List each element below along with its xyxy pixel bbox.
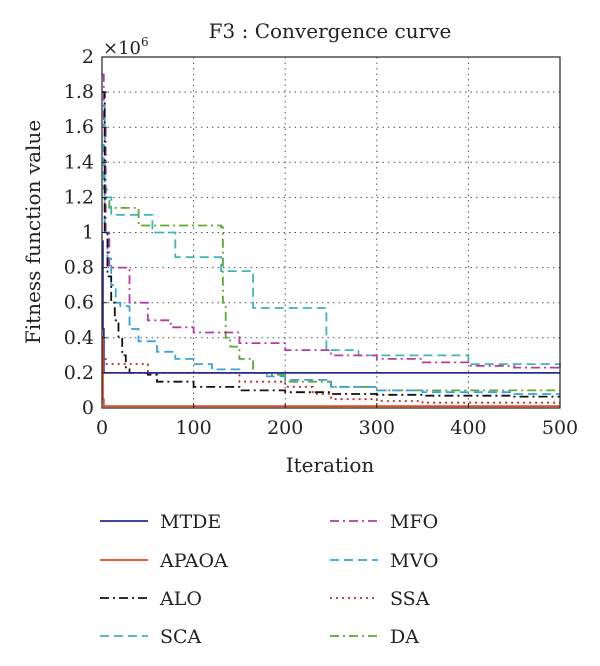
- legend-label-sca: SCA: [160, 626, 202, 648]
- y-tick-label: 2: [82, 46, 94, 68]
- plot-lines: [102, 73, 561, 408]
- y-tick-label: 1.8: [64, 81, 94, 103]
- series-line-da: [102, 187, 560, 392]
- y-tick-label: 1: [82, 222, 94, 244]
- y-tick-label: 0.4: [64, 327, 94, 349]
- y-tick-label: 1.4: [64, 151, 94, 173]
- y-multiplier-exponent: 6: [141, 35, 149, 49]
- x-tick-label: 0: [96, 417, 108, 439]
- series-line-mvo: [102, 91, 560, 395]
- x-tick-label: 200: [267, 417, 303, 439]
- series-line-sca: [102, 143, 561, 370]
- x-tick-label: 500: [542, 417, 578, 439]
- x-axis-label: Iteration: [286, 453, 375, 477]
- legend-label-da: DA: [390, 626, 419, 648]
- legend: MTDE APAOA ALO SCA MFO MVO SSA DA: [100, 511, 438, 648]
- tick-labels: 0 100 200 300 400 500 0 0.2 0.4 0.6 0.8 1 1.2 1.4 1.6 1…: [64, 46, 578, 439]
- legend-label-alo: ALO: [159, 588, 202, 610]
- series-line-mfo: [102, 73, 561, 370]
- y-multiplier: ×106: [103, 35, 149, 59]
- y-axis-label: Fitness function value: [21, 120, 45, 344]
- chart-title: F3 : Convergence curve: [209, 19, 452, 43]
- y-tick-label: 0.8: [64, 257, 94, 279]
- y-tick-label: 0.2: [64, 362, 94, 384]
- series-line-alo: [102, 91, 560, 398]
- y-tick-label: 0.6: [64, 292, 94, 314]
- y-tick-label: 1.2: [64, 186, 94, 208]
- y-tick-label: 0: [82, 397, 94, 419]
- legend-label-mvo: MVO: [390, 550, 438, 572]
- x-tick-label: 400: [450, 417, 486, 439]
- legend-label-ssa: SSA: [390, 588, 430, 610]
- y-tick-label: 1.6: [64, 116, 94, 138]
- legend-label-apaoa: APAOA: [159, 550, 228, 572]
- y-multiplier-base: ×10: [103, 38, 141, 59]
- x-tick-label: 100: [175, 417, 211, 439]
- legend-label-mfo: MFO: [390, 511, 438, 533]
- series-line-ssa: [102, 336, 560, 404]
- x-tick-label: 300: [359, 417, 395, 439]
- legend-label-mtde: MTDE: [160, 511, 221, 533]
